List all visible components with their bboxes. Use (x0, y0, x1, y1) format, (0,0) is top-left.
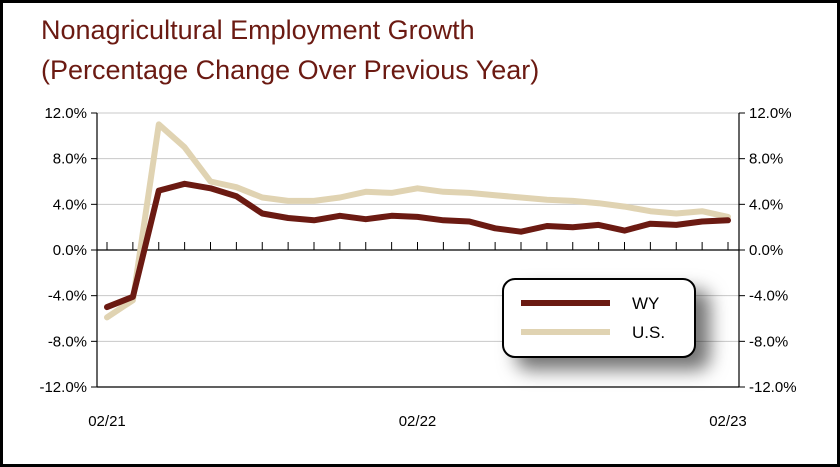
series-lines (104, 121, 731, 321)
y-tick-label-right: -12.0% (749, 379, 797, 396)
y-tick-label-right: 4.0% (749, 196, 783, 213)
legend-label: WY (632, 294, 659, 313)
axes: 12.0% 12.0% 8.0% 8.0% 4.0% 4.0% 0.0% 0.0% -4.0% -… (39, 105, 796, 430)
y-tick-label-right: 12.0% (749, 105, 792, 122)
y-tick-label-right: -8.0% (749, 333, 788, 350)
y-tick-label-left: -4.0% (48, 288, 87, 305)
x-tick-label: 02/21 (88, 413, 126, 430)
legend-label: U.S. (632, 323, 665, 342)
x-tick-label: 02/22 (399, 413, 437, 430)
y-tick-label-right: 0.0% (749, 242, 783, 259)
series-line-wy (104, 180, 731, 311)
y-tick-label-right: 8.0% (749, 151, 783, 168)
y-tick-label-right: -4.0% (749, 288, 788, 305)
legend-box (502, 278, 696, 358)
series-line-us (104, 121, 731, 321)
y-tick-label-left: 4.0% (53, 196, 87, 213)
x-tick-label: 02/23 (709, 413, 747, 430)
chart-title: Nonagricultural Employment Growth (41, 15, 475, 45)
y-tick-label-left: 8.0% (53, 151, 87, 168)
chart-subtitle: (Percentage Change Over Previous Year) (41, 55, 540, 85)
y-tick-label-left: 0.0% (53, 242, 87, 259)
y-tick-label-left: -12.0% (39, 379, 87, 396)
legend: WY U.S. (502, 278, 696, 358)
y-tick-label-left: 12.0% (44, 105, 87, 122)
y-tick-label-left: -8.0% (48, 333, 87, 350)
